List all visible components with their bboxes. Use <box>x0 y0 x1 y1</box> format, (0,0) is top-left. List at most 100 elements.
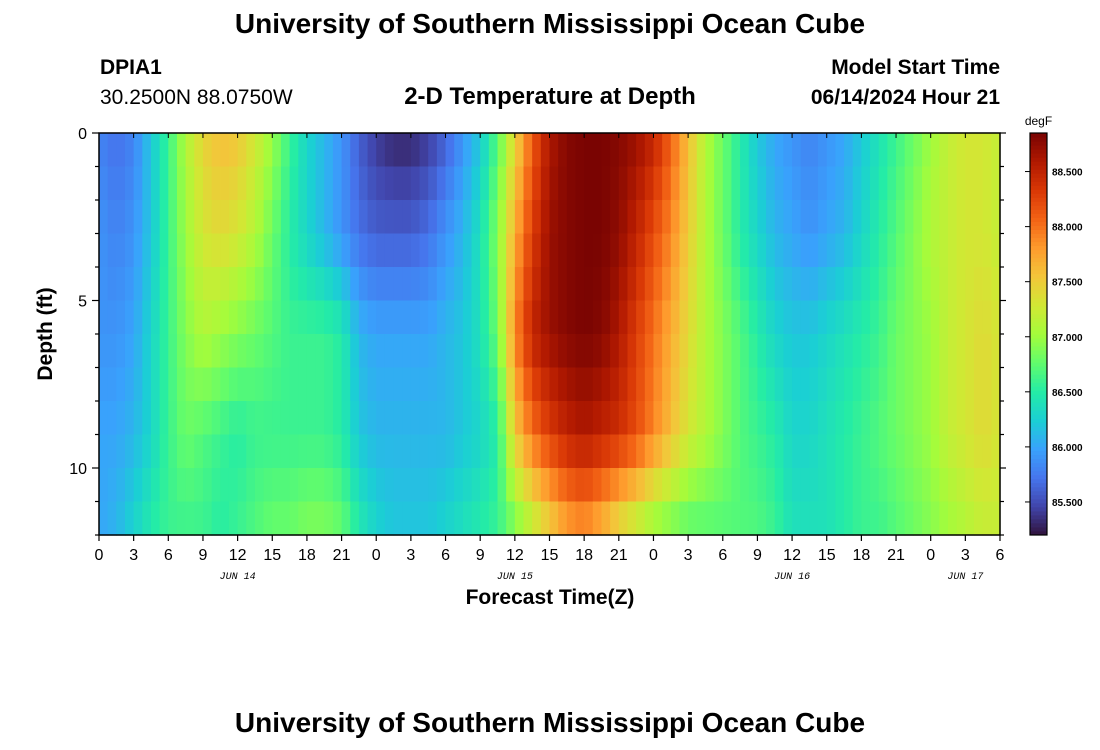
heatmap-cell <box>402 133 412 168</box>
heatmap-cell <box>566 367 577 402</box>
heatmap-cell <box>350 133 360 168</box>
heatmap-cell <box>956 300 966 335</box>
heatmap-cell <box>506 501 516 536</box>
heatmap-cell <box>246 468 256 503</box>
heatmap-cell <box>506 401 516 436</box>
heatmap-cell <box>818 434 828 469</box>
heatmap-cell <box>445 401 455 436</box>
heatmap-cell <box>558 267 568 302</box>
heatmap-cell <box>982 468 992 503</box>
heatmap-cell <box>324 200 334 235</box>
heatmap-cell <box>939 367 949 402</box>
heatmap-cell <box>913 233 923 268</box>
heatmap-cell <box>618 267 629 302</box>
heatmap-cell <box>748 300 759 335</box>
heatmap-cell <box>748 133 759 168</box>
heatmap-cell <box>523 434 533 469</box>
heatmap-cell <box>480 233 490 268</box>
heatmap-cell <box>809 200 819 235</box>
heatmap-cell <box>610 300 620 335</box>
heatmap-cell <box>280 267 291 302</box>
heatmap-cell <box>636 233 646 268</box>
heatmap-cell <box>610 133 620 168</box>
colorbar-step <box>1030 301 1047 307</box>
heatmap-cell <box>610 367 620 402</box>
heatmap-cell <box>332 200 343 235</box>
heatmap-cell <box>428 334 438 369</box>
heatmap-cell <box>991 233 1001 268</box>
colorbar-step <box>1030 502 1047 508</box>
heatmap-cell <box>939 233 949 268</box>
heatmap-cell <box>194 501 204 536</box>
heatmap-cell <box>948 334 958 369</box>
heatmap-cell <box>324 468 334 503</box>
heatmap-cell <box>532 367 542 402</box>
heatmap-cell <box>315 300 325 335</box>
heatmap-cell <box>549 300 559 335</box>
heatmap-cell <box>497 166 507 201</box>
model-start-label: Model Start Time <box>831 56 1000 79</box>
heatmap-cell <box>575 200 585 235</box>
heatmap-cell <box>142 233 152 268</box>
heatmap-cell <box>748 367 759 402</box>
heatmap-cell <box>722 468 733 503</box>
heatmap-cell <box>133 501 143 536</box>
heatmap-cell <box>350 166 360 201</box>
heatmap-cell <box>774 166 785 201</box>
heatmap-cell <box>315 434 325 469</box>
heatmap-cell <box>896 300 906 335</box>
heatmap-cell <box>99 434 109 469</box>
heatmap-cell <box>116 501 126 536</box>
heatmap-cell <box>454 501 464 536</box>
heatmap-cell <box>150 334 161 369</box>
heatmap-cell <box>714 367 724 402</box>
heatmap-cell <box>159 267 169 302</box>
heatmap-cell <box>532 334 542 369</box>
heatmap-cell <box>722 233 733 268</box>
heatmap-cell <box>462 233 473 268</box>
heatmap-cell <box>107 133 117 168</box>
heatmap-cell <box>211 200 221 235</box>
heatmap-cell <box>948 133 958 168</box>
heatmap-cell <box>532 501 542 536</box>
heatmap-cell <box>644 501 655 536</box>
heatmap-cell <box>549 501 559 536</box>
heatmap-cell <box>358 166 369 201</box>
colorbar-tick-label: 85.500 <box>1052 498 1083 509</box>
colorbar-step <box>1030 418 1047 423</box>
heatmap-cell <box>480 434 490 469</box>
heatmap-cell <box>601 367 611 402</box>
colorbar-step <box>1030 474 1047 480</box>
heatmap-cell <box>835 166 845 201</box>
heatmap-cell <box>636 166 646 201</box>
x-tick-label: 0 <box>649 547 658 564</box>
heatmap-cell <box>237 300 247 335</box>
heatmap-cell <box>705 468 715 503</box>
heatmap-cell <box>757 133 767 168</box>
heatmap-cell <box>584 267 594 302</box>
heatmap-cell <box>263 401 273 436</box>
heatmap-cell <box>488 166 499 201</box>
heatmap-cell <box>436 300 447 335</box>
heatmap-cell <box>124 300 135 335</box>
heatmap-cell <box>454 334 464 369</box>
heatmap-cell <box>99 133 109 168</box>
heatmap-cell <box>462 133 473 168</box>
heatmap-cell <box>410 166 421 201</box>
heatmap-cell <box>488 300 499 335</box>
heatmap-cell <box>228 367 239 402</box>
heatmap-cell <box>870 501 880 536</box>
heatmap-cell <box>748 233 759 268</box>
heatmap-cell <box>445 233 455 268</box>
heatmap-cell <box>306 233 317 268</box>
heatmap-cell <box>610 200 620 235</box>
colorbar-step <box>1030 526 1047 532</box>
heatmap-cell <box>376 200 386 235</box>
heatmap-cell <box>575 501 585 536</box>
heatmap-cell <box>844 367 854 402</box>
heatmap-cell <box>124 334 135 369</box>
heatmap-cell <box>887 334 897 369</box>
heatmap-cell <box>766 267 776 302</box>
heatmap-cell <box>220 233 230 268</box>
heatmap-cell <box>792 233 802 268</box>
